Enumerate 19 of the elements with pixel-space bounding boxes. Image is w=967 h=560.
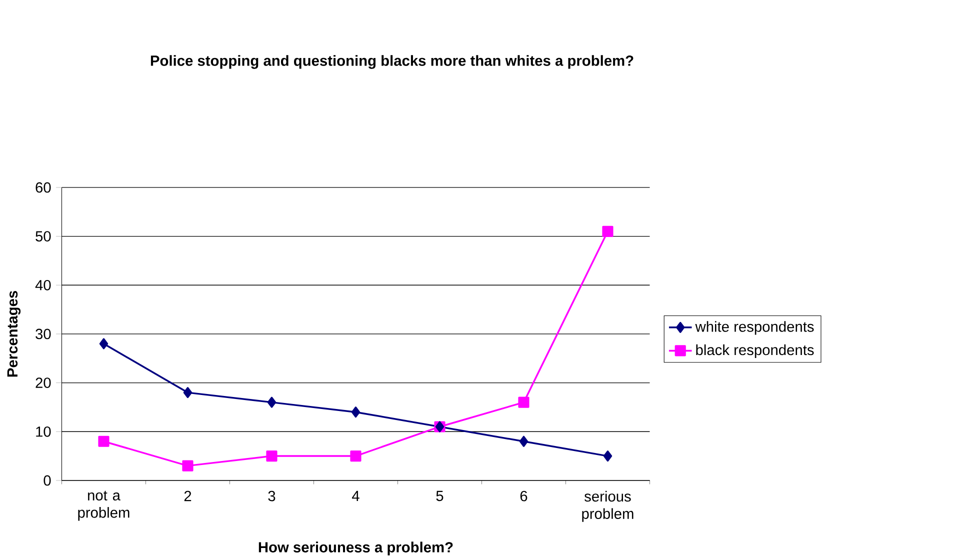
y-axis-title: Percentages — [7, 291, 21, 377]
y-tick-label: 50 — [36, 231, 51, 242]
x-axis-title: How seriouness a problem? — [258, 542, 453, 556]
y-tick-label: 20 — [36, 378, 51, 388]
x-tick-label: 6 — [520, 490, 528, 502]
legend-label: white respondents — [695, 321, 814, 335]
legend-label: black respondents — [696, 344, 814, 358]
x-tick-label: 3 — [268, 490, 276, 502]
y-tick-label: 60 — [36, 182, 51, 193]
y-tick-label: 30 — [36, 328, 51, 340]
x-tick-label: serious problem — [582, 490, 634, 522]
x-tick-label: not a problem — [78, 490, 130, 521]
y-tick-label: 40 — [35, 280, 51, 290]
chart-title: Police stopping and questioning blacks more than whites a problem? — [150, 55, 634, 69]
x-tick-label: 2 — [184, 490, 192, 502]
x-tick-label: 4 — [352, 490, 360, 502]
y-tick-label: 0 — [44, 475, 51, 486]
y-tick-label: 10 — [36, 426, 51, 437]
x-tick-label: 5 — [436, 490, 444, 502]
